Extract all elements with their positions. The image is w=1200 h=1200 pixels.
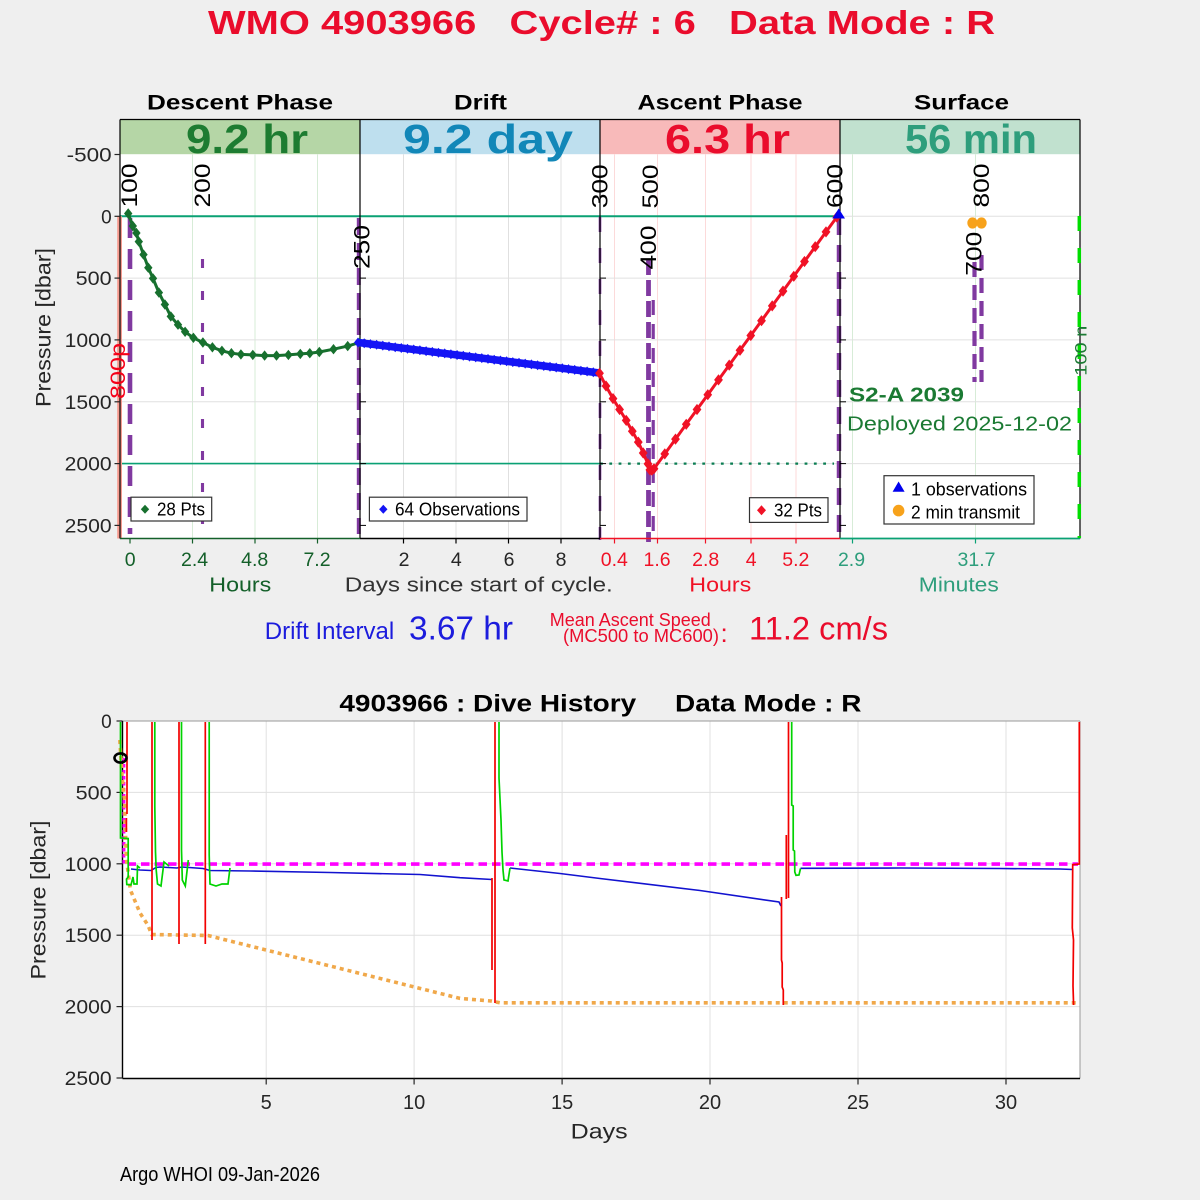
svg-text:1000: 1000 <box>65 855 112 876</box>
svg-text:Minutes: Minutes <box>919 573 999 596</box>
svg-text:Pressure [dbar]: Pressure [dbar] <box>33 248 56 407</box>
svg-text:4.8: 4.8 <box>241 549 268 571</box>
svg-text:1500: 1500 <box>65 926 112 947</box>
svg-text:2 min transmit: 2 min transmit <box>911 503 1020 523</box>
svg-text:Days: Days <box>571 1121 628 1144</box>
svg-text:2.4: 2.4 <box>181 549 208 571</box>
svg-text:Surface: Surface <box>914 92 1009 115</box>
svg-text:Descent Phase: Descent Phase <box>147 92 333 115</box>
svg-text:Argo WHOI 09-Jan-2026: Argo WHOI 09-Jan-2026 <box>120 1164 320 1186</box>
svg-text:Deployed 2025-12-02: Deployed 2025-12-02 <box>847 413 1072 436</box>
svg-text:5.2: 5.2 <box>782 549 809 571</box>
svg-text:Drift: Drift <box>454 92 507 115</box>
svg-text:1500: 1500 <box>65 393 112 414</box>
svg-text:Ascent Phase: Ascent Phase <box>638 92 803 115</box>
svg-text:100 n: 100 n <box>1071 326 1090 376</box>
svg-text:8: 8 <box>556 549 567 571</box>
svg-text:Hours: Hours <box>209 573 271 596</box>
svg-text:400: 400 <box>636 226 661 270</box>
svg-text:10: 10 <box>403 1092 425 1114</box>
svg-text::: : <box>721 618 728 648</box>
svg-text:2.8: 2.8 <box>692 549 719 571</box>
svg-text:Mean Ascent Speed: Mean Ascent Speed <box>550 610 711 630</box>
svg-text:500: 500 <box>76 783 112 804</box>
svg-text:4: 4 <box>451 549 462 571</box>
svg-text:6: 6 <box>504 549 515 571</box>
svg-text:1.6: 1.6 <box>644 549 671 571</box>
svg-text:6.3 hr: 6.3 hr <box>665 116 790 162</box>
svg-text:Days since start of cycle.: Days since start of cycle. <box>345 573 613 596</box>
svg-text:64 Observations: 64 Observations <box>395 500 520 520</box>
svg-text:700: 700 <box>962 232 987 276</box>
svg-text:0.4: 0.4 <box>601 549 628 571</box>
svg-text:25: 25 <box>847 1092 869 1114</box>
svg-text:56 min: 56 min <box>905 116 1037 162</box>
svg-text:4903966 : Dive History Dat: 4903966 : Dive History Data Mode : R <box>339 691 861 718</box>
svg-text:500: 500 <box>638 165 663 209</box>
svg-text:32 Pts: 32 Pts <box>774 501 822 521</box>
svg-text:9.2 day: 9.2 day <box>403 116 573 162</box>
svg-text:800p: 800p <box>107 343 130 399</box>
svg-text:600: 600 <box>823 164 848 208</box>
svg-text:Pressure [dbar]: Pressure [dbar] <box>28 821 51 980</box>
svg-text:30: 30 <box>995 1092 1017 1114</box>
svg-text:2000: 2000 <box>65 998 112 1019</box>
svg-text:2000: 2000 <box>65 455 112 476</box>
svg-text:5: 5 <box>261 1092 272 1114</box>
svg-text:11.2 cm/s: 11.2 cm/s <box>749 611 888 647</box>
svg-text:20: 20 <box>699 1092 721 1114</box>
svg-text:Hours: Hours <box>689 573 751 596</box>
svg-text:7.2: 7.2 <box>303 549 330 571</box>
svg-text:2.9: 2.9 <box>838 549 865 571</box>
svg-text:250: 250 <box>350 225 375 269</box>
svg-text:1 observations: 1 observations <box>911 480 1027 500</box>
svg-text:300: 300 <box>588 164 613 208</box>
svg-text:100: 100 <box>117 164 142 208</box>
svg-text:500: 500 <box>76 269 112 290</box>
svg-text:800: 800 <box>969 164 994 208</box>
svg-text:200: 200 <box>190 164 215 208</box>
svg-text:0: 0 <box>101 712 112 733</box>
svg-text:Drift Interval: Drift Interval <box>265 618 394 645</box>
svg-text:1000: 1000 <box>65 331 112 352</box>
svg-text:(MC500 to MC600): (MC500 to MC600) <box>563 626 719 646</box>
svg-text:2500: 2500 <box>65 1069 112 1090</box>
svg-text:WMO 4903966 Cycle# : 6 Dat: WMO 4903966 Cycle# : 6 Data Mode : R <box>208 5 995 42</box>
svg-text:S2-A 2039: S2-A 2039 <box>849 385 964 407</box>
svg-text:15: 15 <box>551 1092 573 1114</box>
svg-text:9.2 hr: 9.2 hr <box>186 116 308 162</box>
svg-text:3.67 hr: 3.67 hr <box>409 610 513 647</box>
svg-text:0: 0 <box>101 207 112 228</box>
svg-text:28 Pts: 28 Pts <box>157 500 205 520</box>
svg-text:-500: -500 <box>67 145 112 166</box>
svg-text:4: 4 <box>746 549 757 571</box>
svg-text:0: 0 <box>125 549 136 571</box>
svg-text:2500: 2500 <box>65 516 112 537</box>
svg-text:2: 2 <box>399 549 410 571</box>
svg-text:31.7: 31.7 <box>958 549 996 571</box>
